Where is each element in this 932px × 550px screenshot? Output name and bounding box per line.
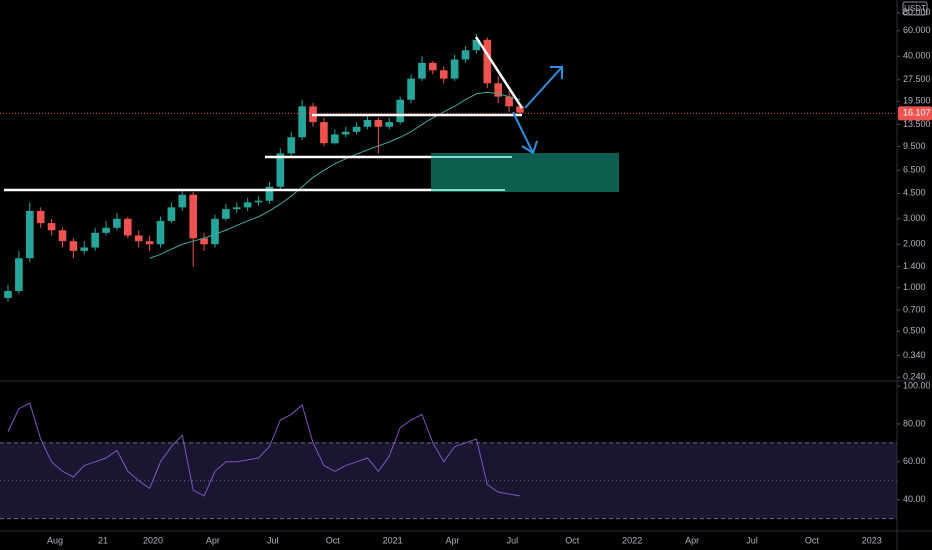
candle-body	[429, 62, 437, 71]
candle-body	[124, 218, 132, 236]
candle-body	[320, 122, 328, 144]
candle-body	[200, 238, 208, 245]
candle-body	[4, 290, 12, 298]
candle-body	[91, 232, 99, 248]
arrow-down	[512, 111, 534, 154]
candle-body	[287, 137, 296, 154]
y-tick-label: 4.500	[903, 188, 926, 198]
candle-body	[15, 258, 23, 291]
candle-body	[178, 194, 187, 208]
candle-body	[265, 186, 274, 201]
y-tick-label: 0.500	[903, 326, 926, 336]
y-tick-label: 9.500	[903, 141, 926, 151]
y-tick-label: 3.000	[903, 213, 926, 223]
y-tick-label: 0.700	[903, 305, 926, 315]
candle-body	[472, 39, 481, 51]
x-tick-label: Oct	[565, 535, 580, 545]
arrow-head	[550, 66, 563, 79]
candle-body	[47, 223, 56, 231]
candle-body	[341, 131, 350, 135]
candle-body	[58, 230, 67, 242]
y-tick-label: 0.340	[903, 350, 926, 360]
candle-body	[102, 227, 110, 233]
drawings	[4, 36, 619, 192]
x-tick-label: Apr	[445, 535, 459, 545]
x-tick-label: Jul	[507, 535, 519, 545]
y-tick-label: 13.500	[903, 119, 931, 129]
y-tick-label: 80.000	[903, 7, 931, 17]
x-tick-label: 2023	[862, 535, 882, 545]
candle-body	[298, 106, 306, 138]
candle-body	[36, 210, 45, 224]
candle-body	[232, 207, 241, 210]
candle-body	[363, 119, 372, 127]
x-tick-label: Oct	[326, 535, 341, 545]
candle-body	[145, 241, 154, 245]
candle-body	[330, 134, 339, 144]
rsi-tick-label: 100.00	[903, 380, 931, 390]
rsi-tick-label: 40.00	[903, 494, 926, 504]
y-tick-label: 40.000	[903, 51, 931, 61]
plot-layer	[4, 34, 524, 497]
rsi-tick-label: 60.00	[903, 456, 926, 466]
y-tick-label: 60.000	[903, 25, 931, 35]
y-tick-label: 1.400	[903, 261, 926, 271]
trend-line	[474, 36, 524, 109]
candle-body	[80, 247, 89, 251]
candle-body	[156, 220, 165, 245]
y-tick-label: 1.000	[903, 282, 926, 292]
candle-body	[439, 70, 448, 79]
candle-body	[461, 50, 470, 60]
moving-average	[149, 91, 521, 259]
x-tick-label: Oct	[805, 535, 820, 545]
x-tick-label: Jul	[267, 535, 279, 545]
candle-body	[494, 83, 503, 97]
x-tick-label: Aug	[47, 535, 63, 545]
rsi-line	[7, 402, 521, 497]
last-price-tag	[898, 106, 932, 121]
arrow-head	[521, 140, 538, 155]
x-tick-label: 2021	[383, 535, 403, 545]
y-tick-label: 6.500	[903, 165, 926, 175]
x-tick-label: Apr	[206, 535, 220, 545]
rsi-tick-label: 80.00	[903, 418, 926, 428]
y-tick-label: 27.500	[903, 74, 931, 84]
candle-body	[222, 209, 230, 219]
candle-body	[276, 153, 285, 187]
candle-body	[516, 106, 524, 113]
target-zone	[431, 153, 619, 192]
candle-body	[189, 194, 198, 239]
last-price-label: 16.107	[903, 108, 931, 118]
currency-box	[902, 1, 928, 16]
x-tick-label: 2020	[143, 535, 163, 545]
arrow-up	[524, 66, 563, 109]
y-tick-label: 2.000	[903, 239, 926, 249]
candle-body	[25, 210, 34, 259]
candle-body	[211, 218, 219, 245]
currency-label: USDT	[904, 4, 926, 13]
candle-body	[450, 59, 459, 79]
x-tick-label: Apr	[685, 535, 699, 545]
candle-body	[134, 235, 143, 242]
candle-body	[352, 126, 361, 132]
candle-body	[483, 39, 492, 84]
candle-body	[385, 122, 394, 127]
candle-body	[407, 78, 415, 100]
x-tick-label: Jul	[746, 535, 758, 545]
candle-body	[505, 96, 513, 107]
y-tick-label: 19.500	[903, 96, 931, 106]
candle-body	[396, 99, 404, 123]
candle-body	[167, 207, 176, 221]
x-tick-label: 21	[98, 535, 108, 545]
x-tick-label: 2022	[622, 535, 642, 545]
candle-body	[374, 119, 383, 127]
candle-body	[254, 200, 263, 203]
rsi-band-layer	[0, 442, 897, 520]
candle-body	[69, 241, 78, 251]
y-tick-label: 0.240	[903, 372, 926, 382]
candle-body	[243, 202, 252, 208]
candle-body	[113, 218, 121, 228]
candle-body	[418, 62, 426, 79]
